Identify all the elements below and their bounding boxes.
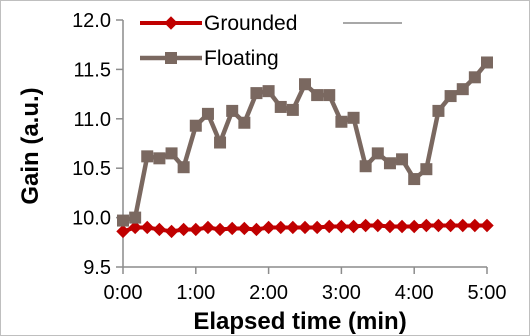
grounded-point bbox=[419, 218, 434, 233]
floating-point bbox=[129, 211, 142, 224]
x-tick-label: 5:00 bbox=[468, 282, 507, 304]
floating-point bbox=[335, 115, 348, 128]
floating-point bbox=[432, 104, 445, 117]
floating-point bbox=[359, 160, 372, 173]
series-floating bbox=[117, 56, 493, 227]
floating-point bbox=[117, 214, 129, 227]
series-layer bbox=[116, 56, 494, 239]
grounded-point bbox=[176, 222, 191, 237]
floating-point bbox=[238, 116, 251, 129]
floating-point bbox=[214, 136, 227, 149]
floating-point bbox=[383, 157, 396, 170]
grounded-point bbox=[334, 219, 349, 234]
grounded-point bbox=[310, 220, 324, 235]
grounded-point bbox=[213, 222, 227, 237]
grounded-point bbox=[189, 222, 203, 237]
floating-point bbox=[444, 90, 457, 103]
floating-point bbox=[396, 153, 409, 166]
grounded-point bbox=[468, 218, 482, 233]
grounded-point bbox=[152, 222, 167, 237]
grounded-point bbox=[480, 218, 494, 233]
floating-point bbox=[177, 161, 190, 174]
floating-point bbox=[165, 147, 178, 160]
y-tick-label: 9.5 bbox=[83, 257, 111, 279]
floating-point bbox=[371, 147, 384, 160]
grounded-point bbox=[407, 219, 421, 234]
y-tick-label: 11.0 bbox=[74, 109, 111, 131]
legend-label: Floating bbox=[204, 47, 279, 70]
grounded-point bbox=[383, 219, 397, 234]
floating-point bbox=[141, 150, 154, 163]
grounded-point bbox=[225, 221, 239, 236]
floating-point bbox=[250, 87, 263, 100]
grounded-point bbox=[456, 218, 470, 233]
grounded-point bbox=[431, 218, 446, 233]
grounded-point bbox=[237, 221, 252, 236]
grounded-point bbox=[201, 220, 215, 235]
grounded-point bbox=[371, 218, 385, 233]
legend-label: Grounded bbox=[204, 12, 297, 35]
grounded-point bbox=[322, 219, 336, 234]
grounded-point bbox=[274, 220, 288, 235]
x-tick-label: 1:00 bbox=[176, 282, 215, 304]
y-tick-label: 11.5 bbox=[74, 59, 111, 81]
x-tick-label: 0:00 bbox=[104, 282, 143, 304]
floating-point bbox=[468, 71, 481, 84]
floating-point bbox=[481, 56, 493, 69]
grounded-point bbox=[346, 219, 361, 234]
floating-point bbox=[456, 83, 469, 96]
grounded-point bbox=[443, 218, 458, 233]
x-tick-label: 4:00 bbox=[395, 282, 434, 304]
floating-point bbox=[262, 85, 275, 98]
y-axis-title: Gain (a.u.) bbox=[17, 87, 44, 204]
grounded-point bbox=[298, 220, 312, 235]
legend-swatch-marker bbox=[165, 52, 177, 64]
grounded-point bbox=[261, 220, 276, 235]
grounded-point bbox=[128, 220, 142, 235]
grounded-point bbox=[116, 224, 130, 239]
y-tick-label: 12.0 bbox=[72, 10, 111, 32]
grounded-point bbox=[249, 222, 264, 237]
legend-swatch-marker bbox=[164, 16, 178, 30]
y-tick-label: 10.0 bbox=[72, 208, 111, 230]
floating-point bbox=[323, 89, 336, 102]
floating-point bbox=[408, 173, 421, 186]
x-axis-title: Elapsed time (min) bbox=[193, 308, 406, 335]
grounded-point bbox=[395, 219, 409, 234]
floating-point bbox=[189, 119, 202, 132]
floating-point bbox=[201, 107, 214, 120]
floating-point bbox=[299, 78, 311, 91]
floating-point bbox=[274, 100, 287, 113]
y-tick-label: 10.5 bbox=[72, 158, 111, 180]
grounded-point bbox=[286, 220, 300, 235]
floating-point bbox=[420, 163, 433, 176]
floating-point bbox=[226, 104, 239, 117]
grounded-point bbox=[140, 220, 154, 235]
legend: Grounded Floating bbox=[138, 9, 402, 72]
grounded-point bbox=[164, 224, 179, 239]
floating-point bbox=[153, 152, 166, 165]
x-tick-label: 3:00 bbox=[322, 282, 361, 304]
floating-point bbox=[347, 111, 360, 124]
floating-point bbox=[286, 103, 299, 116]
grounded-point bbox=[358, 218, 373, 233]
x-tick-label: 2:00 bbox=[249, 282, 288, 304]
floating-point bbox=[311, 89, 324, 102]
series-grounded bbox=[116, 218, 494, 239]
